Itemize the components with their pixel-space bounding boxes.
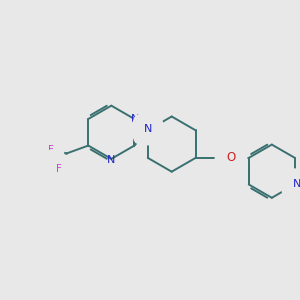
Text: CF: CF: [40, 150, 53, 161]
Text: F: F: [56, 164, 62, 174]
Text: F: F: [48, 145, 54, 154]
Text: N: N: [292, 179, 300, 190]
Text: N: N: [107, 155, 116, 165]
Text: N: N: [131, 114, 140, 124]
Text: O: O: [226, 152, 236, 164]
Text: F: F: [48, 160, 54, 170]
Text: N: N: [144, 124, 152, 134]
Text: 3: 3: [59, 158, 64, 167]
